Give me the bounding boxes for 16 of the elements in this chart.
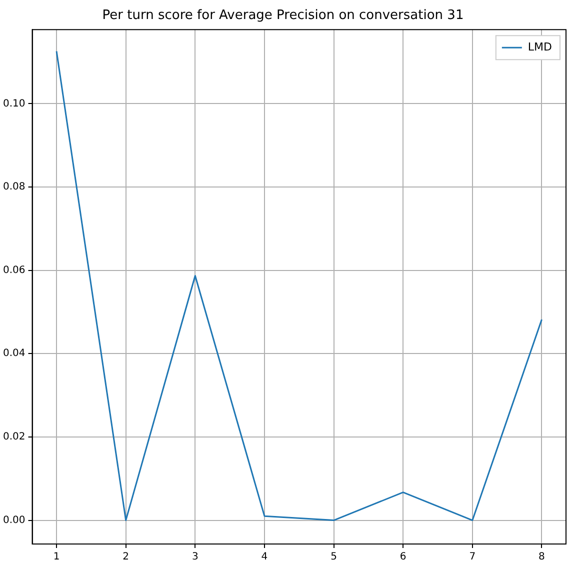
x-tick-label: 3 [192,552,198,563]
x-tick-label: 8 [538,552,545,563]
y-tick-label: 0.00 [3,514,26,526]
x-tick-label: 5 [330,552,337,563]
chart-title: Per turn score for Average Precision on conversation 31 [102,8,464,24]
x-tick-label: 1 [53,552,60,563]
x-tick-label: 7 [469,552,476,563]
legend-label: LMD [528,40,552,54]
x-tick-label: 2 [122,552,130,563]
y-tick-label: 0.08 [3,182,26,193]
x-tick-label: 4 [261,552,268,563]
x-tick-label: 6 [400,552,406,563]
y-tick-label: 0.02 [3,432,26,443]
y-tick-label: 0.10 [3,98,26,110]
y-tick-label: 0.06 [3,264,26,276]
y-tick-label: 0.04 [3,348,26,360]
